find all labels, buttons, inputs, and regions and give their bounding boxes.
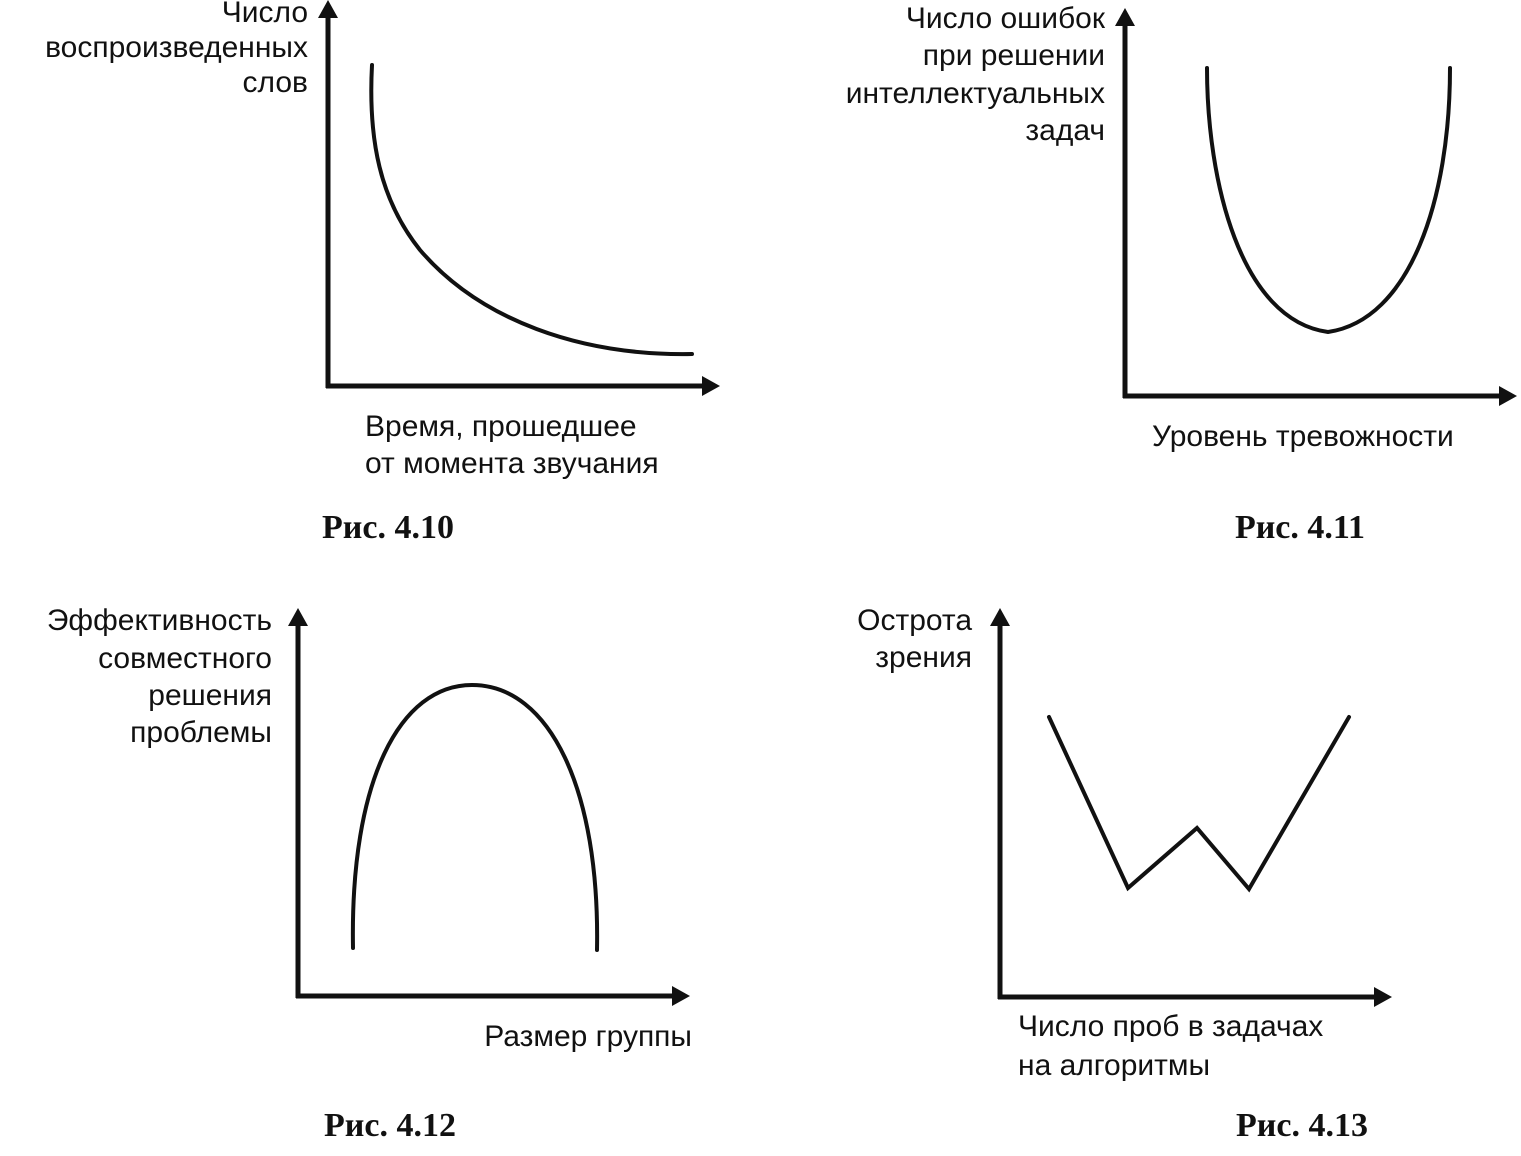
y-label: совместного	[98, 642, 272, 675]
u-curve	[1205, 66, 1452, 335]
axis-arrows	[288, 608, 690, 1006]
y-label: слов	[243, 66, 308, 99]
y-label: Эффективность	[47, 604, 272, 637]
figure-4-12: Эффективность совместного решения пробле…	[47, 604, 692, 1144]
axes	[1122, 24, 1500, 399]
y-label: интеллектуальных	[846, 77, 1105, 110]
axes	[997, 624, 1374, 1000]
x-label: Число проб в задачах	[1018, 1010, 1323, 1043]
x-label: на алгоритмы	[1018, 1049, 1210, 1082]
figure-4-11: Число ошибок при решении интеллектуальны…	[846, 2, 1517, 546]
figure-4-13: Острота зрения Число проб в задачах на а…	[857, 604, 1392, 1144]
axes	[325, 14, 704, 389]
y-label: Острота	[857, 604, 972, 637]
caption: Рис. 4.13	[1236, 1107, 1368, 1144]
y-label: зрения	[875, 641, 972, 674]
x-label: от момента звучания	[365, 447, 659, 480]
decay-curve	[369, 63, 694, 357]
x-label: Уровень тревожности	[1152, 420, 1454, 453]
axis-arrows	[1115, 8, 1517, 406]
x-label: Время, прошедшее	[365, 410, 637, 443]
w-curve	[1047, 715, 1351, 893]
y-label: решения	[148, 679, 272, 712]
caption: Рис. 4.12	[324, 1107, 456, 1144]
figure-4-10: Число воспроизведенных слов Время, проше…	[45, 0, 720, 546]
axis-arrows	[990, 608, 1392, 1007]
caption: Рис. 4.10	[322, 509, 454, 546]
x-label: Размер группы	[484, 1020, 692, 1053]
axis-arrows	[318, 0, 720, 396]
caption: Рис. 4.11	[1235, 509, 1365, 546]
arch-curve	[350, 682, 600, 952]
y-label: воспроизведенных	[45, 31, 308, 64]
y-label: при решении	[923, 39, 1105, 72]
y-label: проблемы	[130, 716, 272, 749]
y-label: Число	[222, 0, 308, 29]
y-label: задач	[1025, 114, 1105, 147]
axes	[295, 624, 674, 999]
y-label: Число ошибок	[906, 2, 1106, 35]
